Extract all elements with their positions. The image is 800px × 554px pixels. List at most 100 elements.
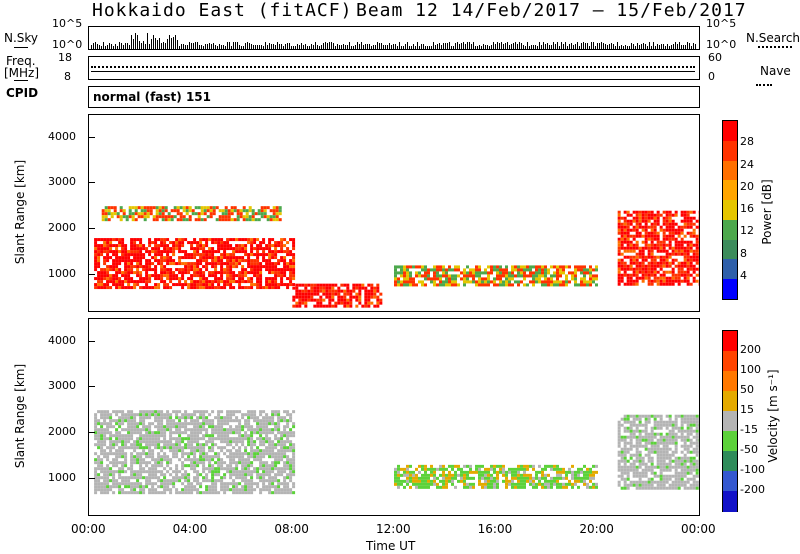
- heatmap-cell: [163, 265, 167, 269]
- heatmap-cell: [674, 474, 678, 478]
- heatmap-cell: [674, 471, 678, 475]
- heatmap-cell: [214, 277, 218, 281]
- heatmap-cell: [97, 286, 101, 290]
- noise-bar: [329, 42, 330, 49]
- heatmap-cell: [241, 244, 245, 248]
- heatmap-cell: [154, 247, 158, 251]
- heatmap-cell: [319, 301, 323, 305]
- heatmap-cell: [112, 274, 116, 278]
- heatmap-cell: [475, 268, 478, 272]
- heatmap-cell: [154, 425, 158, 429]
- heatmap-cell: [574, 476, 577, 480]
- heatmap-cell: [143, 215, 147, 219]
- heatmap-cell: [154, 238, 158, 242]
- heatmap-cell: [689, 258, 693, 262]
- heatmap-cell: [157, 425, 161, 429]
- heatmap-cell: [647, 453, 651, 457]
- heatmap-cell: [190, 491, 194, 495]
- heatmap-cell: [544, 265, 547, 269]
- heatmap-cell: [139, 262, 143, 266]
- heatmap-cell: [136, 446, 140, 450]
- heatmap-cell: [235, 262, 239, 266]
- heatmap-cell: [115, 455, 119, 459]
- noise-bar: [447, 43, 448, 49]
- heatmap-cell: [127, 476, 131, 480]
- heatmap-cell: [259, 274, 263, 278]
- heatmap-cell: [289, 467, 293, 471]
- colorbar-tick-label: 12: [740, 224, 754, 238]
- heatmap-cell: [178, 431, 182, 435]
- heatmap-cell: [280, 473, 284, 477]
- heatmap-cell: [104, 209, 108, 213]
- heatmap-cell: [127, 268, 131, 272]
- heatmap-cell: [205, 479, 209, 483]
- heatmap-cell: [227, 218, 231, 222]
- noise-bar: [481, 46, 482, 49]
- noise-bar: [679, 42, 680, 49]
- heatmap-cell: [127, 286, 131, 290]
- heatmap-cell: [289, 238, 293, 242]
- heatmap-cell: [103, 416, 107, 420]
- heatmap-cell: [226, 428, 230, 432]
- heatmap-cell: [100, 274, 104, 278]
- heatmap-cell: [692, 456, 696, 460]
- heatmap-cell: [656, 480, 660, 484]
- heatmap-cell: [680, 414, 684, 418]
- heatmap-cell: [547, 283, 550, 287]
- heatmap-cell: [106, 253, 110, 257]
- heatmap-cell: [217, 256, 221, 260]
- heatmap-cell: [205, 265, 209, 269]
- noise-bar: [483, 44, 484, 49]
- heatmap-cell: [211, 265, 215, 269]
- heatmap-cell: [196, 259, 200, 263]
- heatmap-cell: [659, 477, 663, 481]
- heatmap-cell: [142, 422, 146, 426]
- heatmap-cell: [193, 256, 197, 260]
- heatmap-cell: [277, 449, 281, 453]
- heatmap-cell: [193, 488, 197, 492]
- heatmap-cell: [427, 482, 430, 486]
- heatmap-cell: [289, 271, 293, 275]
- heatmap-cell: [283, 428, 287, 432]
- heatmap-cell: [214, 238, 218, 242]
- heatmap-cell: [523, 476, 526, 480]
- heatmap-cell: [203, 209, 207, 213]
- heatmap-cell: [136, 428, 140, 432]
- noise-bar: [331, 42, 332, 49]
- heatmap-cell: [160, 410, 164, 414]
- heatmap-cell: [169, 482, 173, 486]
- heatmap-cell: [439, 473, 442, 477]
- heatmap-cell: [155, 206, 159, 210]
- heatmap-cell: [274, 467, 278, 471]
- heatmap-cell: [289, 428, 293, 432]
- heatmap-cell: [133, 256, 137, 260]
- heatmap-cell: [692, 210, 696, 214]
- heatmap-cell: [689, 417, 693, 421]
- heatmap-cell: [680, 270, 684, 274]
- heatmap-cell: [196, 283, 200, 287]
- heatmap-cell: [101, 215, 105, 219]
- heatmap-cell: [184, 268, 188, 272]
- heatmap-cell: [280, 446, 284, 450]
- heatmap-cell: [220, 256, 224, 260]
- heatmap-cell: [109, 416, 113, 420]
- heatmap-cell: [136, 283, 140, 287]
- heatmap-cell: [668, 264, 672, 268]
- heatmap-cell: [556, 467, 559, 471]
- noise-bar: [165, 43, 166, 49]
- heatmap-cell: [623, 237, 627, 241]
- heatmap-cell: [644, 213, 648, 217]
- heatmap-cell: [202, 277, 206, 281]
- heatmap-cell: [160, 419, 164, 423]
- noise-bar: [651, 46, 652, 49]
- heatmap-cell: [583, 479, 586, 483]
- heatmap-cell: [629, 456, 633, 460]
- heatmap-cell: [376, 286, 380, 290]
- heatmap-cell: [157, 458, 161, 462]
- heatmap-cell: [355, 304, 359, 308]
- heatmap-cell: [106, 431, 110, 435]
- heatmap-cell: [202, 280, 206, 284]
- heatmap-cell: [674, 468, 678, 472]
- heatmap-cell: [106, 473, 110, 477]
- heatmap-cell: [175, 455, 179, 459]
